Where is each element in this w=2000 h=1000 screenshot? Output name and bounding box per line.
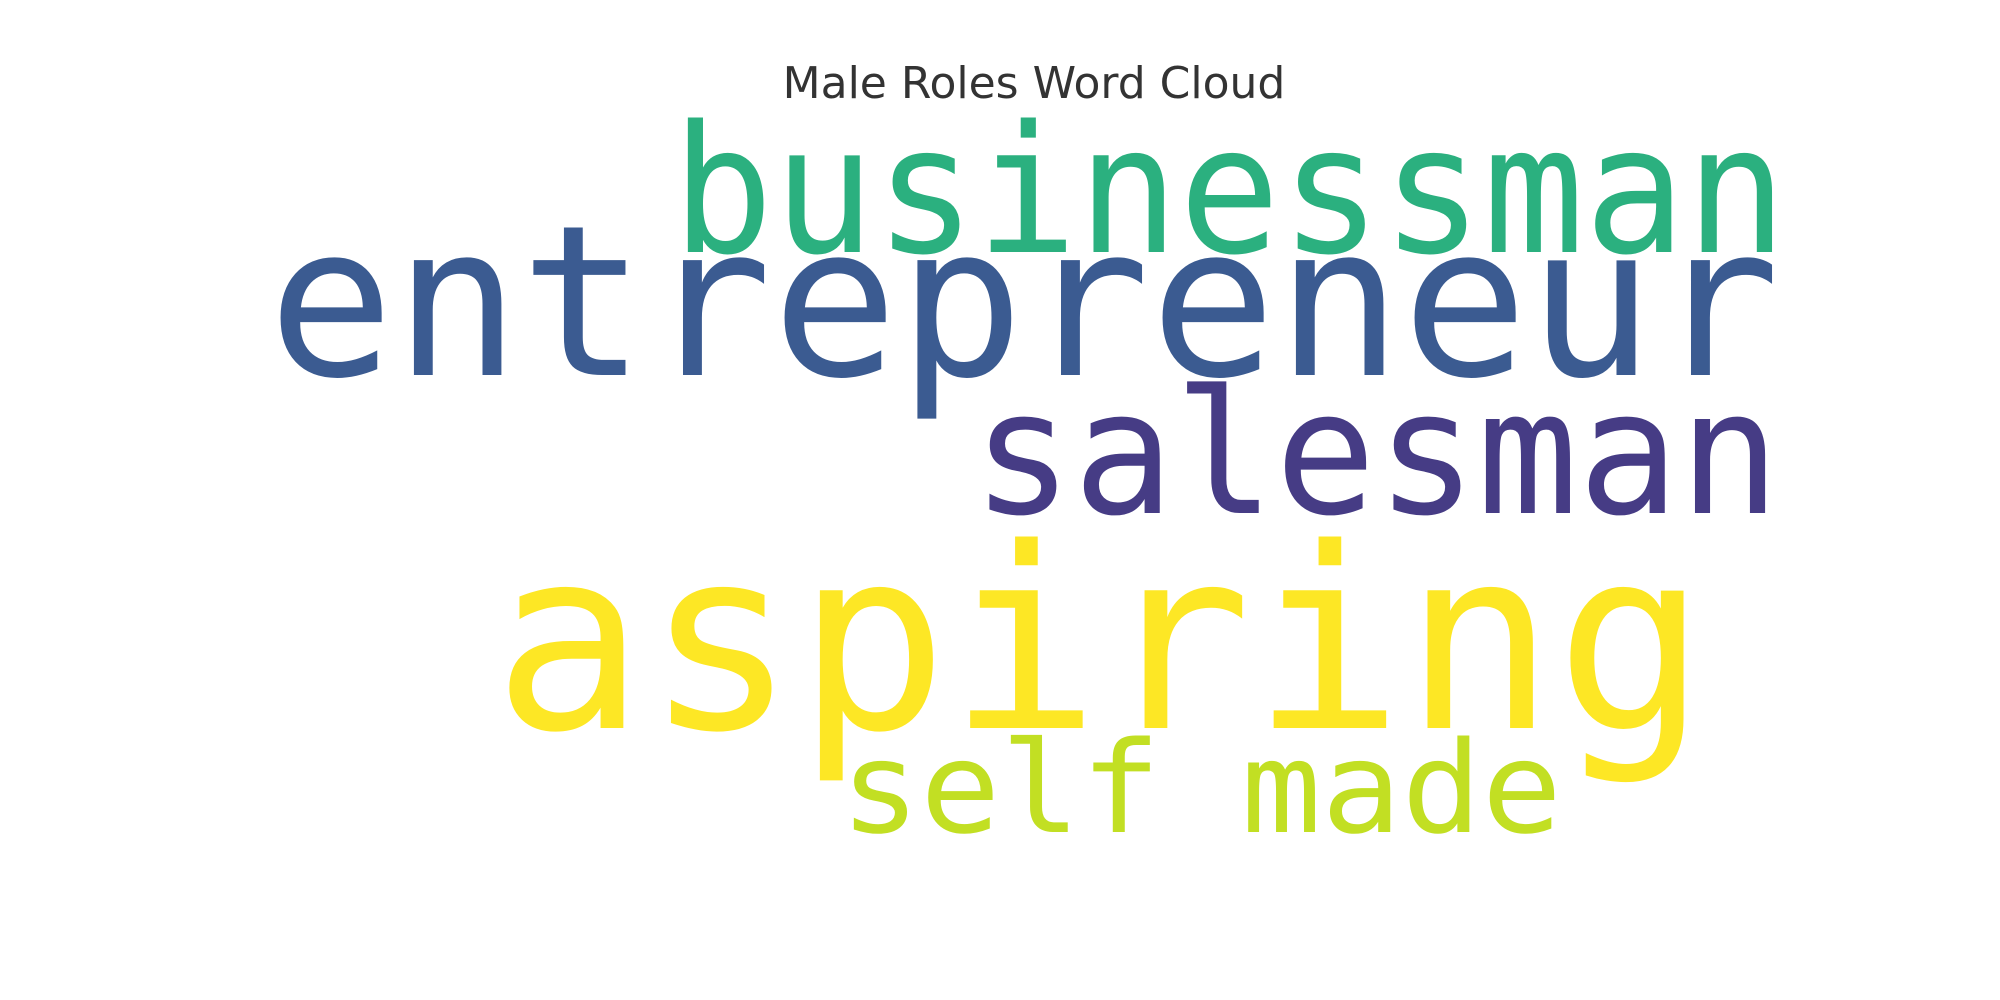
word-entrepreneur: entrepreneur	[268, 180, 1780, 425]
word-self-made: self made	[840, 714, 1562, 862]
chart-title: Male Roles Word Cloud	[782, 58, 1286, 109]
word-aspiring: aspiring	[493, 495, 1707, 788]
word-salesman: salesman	[972, 353, 1780, 554]
word-businessman: businessman	[672, 88, 1787, 294]
